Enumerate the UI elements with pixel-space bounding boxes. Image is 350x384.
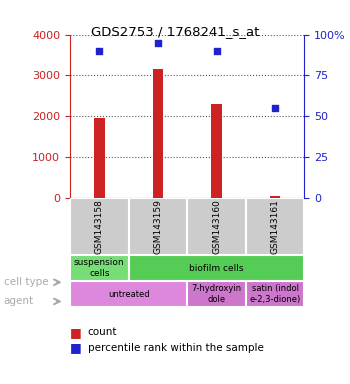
Bar [70, 255, 129, 281]
Bar [129, 198, 187, 255]
Text: agent: agent [4, 296, 34, 306]
Point [155, 40, 161, 46]
Text: GSM143160: GSM143160 [212, 199, 221, 254]
Text: cell type: cell type [4, 277, 48, 287]
Point [97, 48, 102, 54]
Text: GSM143158: GSM143158 [95, 199, 104, 254]
Text: percentile rank within the sample: percentile rank within the sample [88, 343, 263, 353]
Bar [187, 281, 246, 307]
Point [214, 48, 219, 54]
Text: 7-hydroxyin
dole: 7-hydroxyin dole [191, 285, 242, 304]
Text: untreated: untreated [108, 290, 149, 299]
Bar [70, 198, 129, 255]
Text: GDS2753 / 1768241_s_at: GDS2753 / 1768241_s_at [91, 25, 259, 38]
Bar [70, 281, 187, 307]
Text: suspension
cells: suspension cells [74, 258, 125, 278]
Text: satin (indol
e-2,3-dione): satin (indol e-2,3-dione) [250, 285, 301, 304]
Text: ■: ■ [70, 326, 82, 339]
Point [272, 105, 278, 111]
Bar [246, 198, 304, 255]
Bar [187, 198, 246, 255]
Text: ■: ■ [70, 341, 82, 354]
Bar [129, 255, 304, 281]
Bar [270, 196, 280, 198]
Bar [94, 118, 105, 198]
Bar [246, 281, 304, 307]
Bar [153, 69, 163, 198]
Text: count: count [88, 327, 117, 337]
Text: GSM143159: GSM143159 [153, 199, 162, 254]
Text: biofilm cells: biofilm cells [189, 263, 244, 273]
Text: GSM143161: GSM143161 [271, 199, 280, 254]
Bar [211, 104, 222, 198]
